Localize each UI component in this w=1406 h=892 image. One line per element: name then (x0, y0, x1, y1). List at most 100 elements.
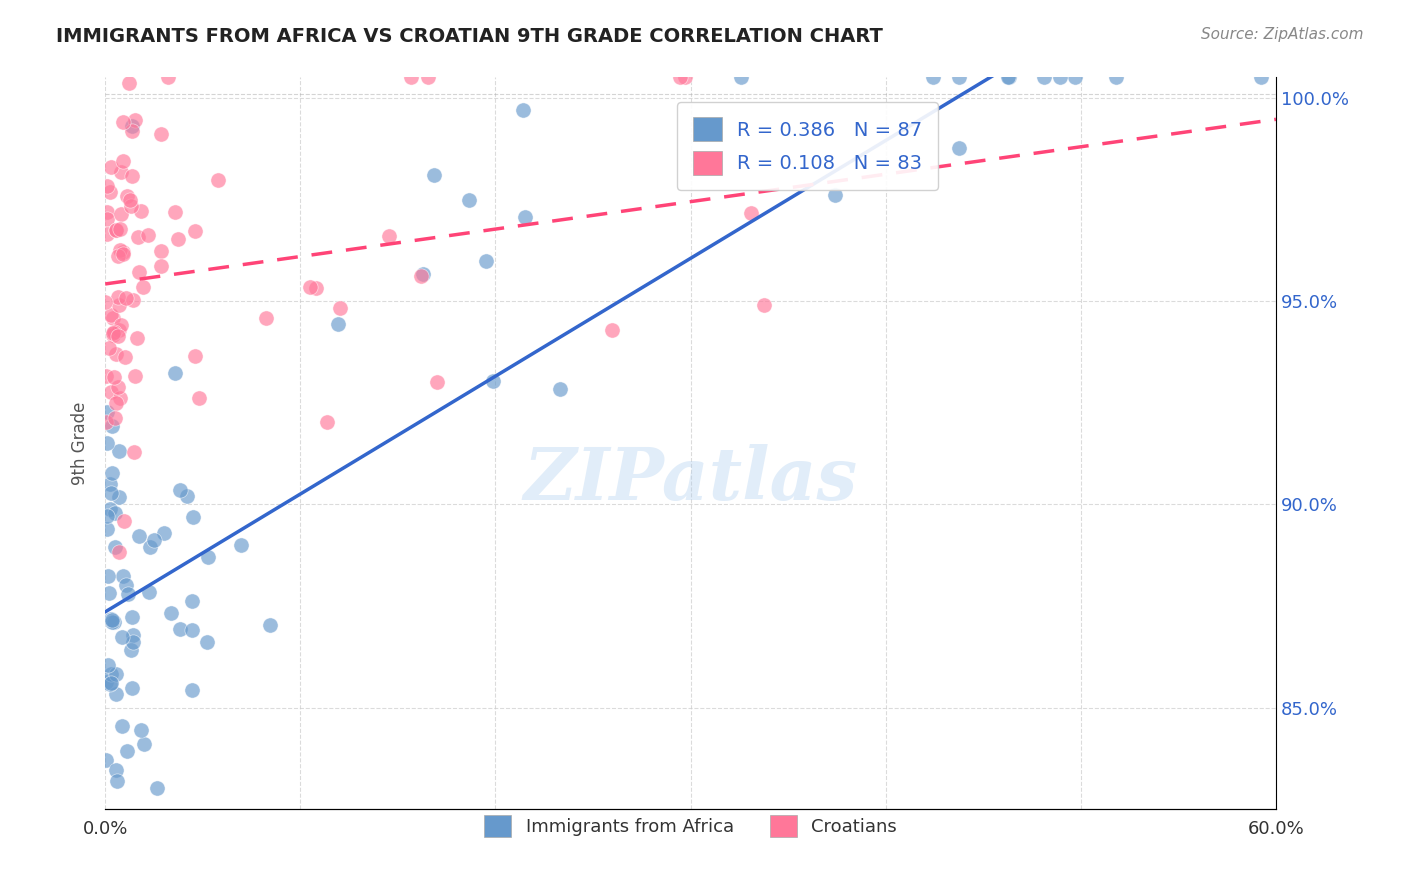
Point (824, 187, 846, 202)
Point (423, 168, 446, 182)
Point (104, 687, 127, 701)
Point (254, 310, 277, 325)
Point (96, 522, 118, 536)
Point (112, 514, 135, 528)
Point (97, 569, 120, 583)
Text: ZIPatlas: ZIPatlas (523, 444, 858, 516)
Point (97, 341, 120, 355)
Point (411, 268, 433, 283)
Point (160, 606, 183, 620)
Point (94, 415, 117, 429)
Point (100, 385, 122, 400)
Point (121, 124, 143, 138)
Point (100, 613, 122, 627)
Point (115, 189, 138, 203)
Point (107, 545, 129, 559)
Point (377, 229, 399, 244)
Point (100, 160, 122, 174)
Point (165, 205, 187, 219)
Point (100, 486, 122, 500)
Point (101, 328, 124, 343)
Point (104, 667, 127, 681)
Point (108, 222, 131, 236)
Point (412, 267, 434, 281)
Point (128, 265, 150, 279)
Point (127, 230, 149, 244)
Point (399, 70, 422, 85)
Point (181, 594, 204, 608)
Point (112, 569, 135, 583)
Point (107, 290, 129, 304)
Point (513, 211, 536, 225)
Point (114, 822, 136, 837)
Point (180, 683, 202, 698)
Point (259, 618, 281, 632)
Point (129, 723, 152, 737)
Point (96, 368, 118, 383)
Point (669, 70, 692, 85)
Point (730, 70, 752, 85)
Point (129, 204, 152, 219)
Point (169, 622, 191, 636)
Point (108, 298, 131, 312)
Point (97, 658, 120, 673)
Point (121, 635, 143, 649)
Point (169, 483, 191, 498)
Point (197, 635, 219, 649)
Point (142, 533, 165, 548)
Point (100, 667, 122, 681)
Point (121, 119, 143, 133)
Point (98, 585, 121, 599)
Point (156, 70, 179, 85)
Point (548, 382, 571, 396)
Point (326, 317, 349, 331)
Point (101, 326, 124, 341)
Point (150, 259, 173, 273)
Point (107, 329, 129, 343)
Point (138, 585, 160, 599)
Point (108, 391, 131, 405)
Point (110, 165, 132, 179)
Point (193, 822, 215, 837)
Point (96, 436, 118, 450)
Point (105, 774, 128, 789)
Point (96, 204, 118, 219)
Point (103, 325, 125, 339)
Point (96, 211, 118, 226)
Point (948, 70, 970, 85)
Point (125, 822, 148, 837)
Point (100, 612, 122, 626)
Point (117, 587, 139, 601)
Point (110, 318, 132, 333)
Point (512, 103, 534, 118)
Point (229, 539, 252, 553)
Point (146, 781, 169, 796)
Point (96, 753, 118, 767)
Point (167, 232, 190, 246)
Point (187, 391, 209, 405)
Point (921, 70, 943, 85)
Point (112, 245, 135, 260)
Point (98, 676, 121, 690)
Point (122, 444, 145, 458)
Point (108, 490, 131, 504)
Point (105, 347, 128, 361)
Point (111, 719, 134, 733)
Point (96, 179, 118, 194)
Point (103, 615, 125, 629)
Point (153, 526, 176, 541)
Point (948, 141, 970, 155)
Point (1250, 70, 1272, 85)
Point (458, 193, 481, 207)
Point (96, 405, 118, 419)
Point (100, 676, 122, 690)
Point (101, 466, 124, 480)
Point (104, 540, 127, 554)
Point (740, 205, 762, 219)
Point (165, 366, 187, 380)
Point (1033, 70, 1056, 85)
Point (111, 630, 134, 644)
Point (197, 549, 219, 564)
Point (115, 578, 138, 592)
Point (299, 280, 322, 294)
